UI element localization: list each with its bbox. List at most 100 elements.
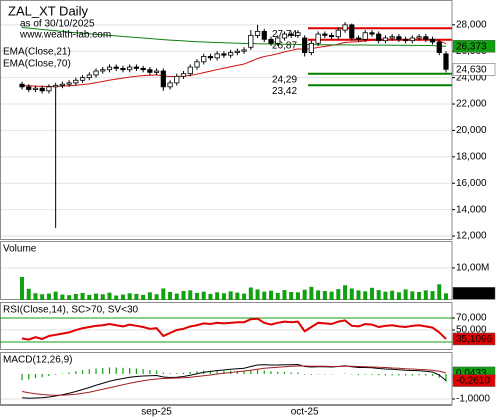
candle-body bbox=[369, 32, 375, 35]
volume-bar bbox=[248, 287, 253, 300]
volume-bar bbox=[228, 291, 233, 300]
level-label: 24,29 bbox=[272, 74, 297, 85]
candle-body bbox=[207, 56, 214, 59]
volume-bar bbox=[356, 290, 361, 300]
volume-bar bbox=[60, 294, 65, 300]
volume-bar bbox=[221, 293, 226, 300]
candle-body bbox=[221, 53, 227, 56]
candle-body bbox=[443, 53, 449, 70]
level-label: 26,87 bbox=[272, 40, 297, 51]
candle-body bbox=[268, 38, 274, 44]
panel-title: MACD(12,26,9) bbox=[3, 355, 72, 366]
candle-body bbox=[167, 82, 173, 88]
y-tick-label: 70,000 bbox=[456, 313, 487, 324]
volume-bar bbox=[80, 292, 85, 300]
candle-body bbox=[140, 67, 146, 71]
candle-body bbox=[328, 34, 335, 38]
candle-body bbox=[86, 74, 92, 79]
volume-bar bbox=[154, 294, 159, 300]
candle-body bbox=[362, 32, 368, 40]
x-tick-label: sep-25 bbox=[141, 407, 172, 418]
candle-body bbox=[174, 75, 180, 84]
volume-bar bbox=[114, 295, 119, 300]
volume-bar bbox=[322, 291, 327, 300]
volume-bar bbox=[215, 292, 220, 300]
candle-body bbox=[355, 37, 362, 40]
candle-body bbox=[100, 69, 106, 72]
candle-body bbox=[46, 86, 52, 92]
volume-bar bbox=[262, 291, 267, 300]
candle-body bbox=[106, 66, 113, 71]
candle-body bbox=[288, 33, 294, 36]
candle-body bbox=[26, 86, 32, 90]
candle-body bbox=[214, 53, 220, 59]
candle-body bbox=[416, 36, 422, 39]
candle-body bbox=[187, 66, 193, 75]
volume-bar bbox=[26, 288, 31, 300]
panel-title: RSI(Close,14), SC>70, SV<30 bbox=[3, 305, 139, 316]
candle-body bbox=[180, 73, 187, 77]
candle-body bbox=[120, 67, 126, 71]
legend-entry: EMA(Close,70) bbox=[3, 59, 71, 70]
panel-title: Volume bbox=[3, 244, 37, 255]
volume-bar bbox=[194, 292, 199, 300]
candle-body bbox=[113, 66, 119, 69]
volume-bar bbox=[336, 289, 341, 300]
subtitle: as of 30/10/2025 bbox=[20, 19, 95, 30]
candle-body bbox=[201, 56, 207, 63]
volume-bar bbox=[201, 291, 206, 300]
legend-entry: EMA(Close,21) bbox=[3, 47, 71, 58]
candle-body bbox=[93, 70, 99, 76]
chart-title: ZAL_XT Daily bbox=[8, 3, 88, 18]
volume-bar bbox=[40, 294, 45, 300]
volume-bar bbox=[430, 291, 435, 300]
x-tick-label: oct-25 bbox=[291, 407, 319, 418]
candle-body bbox=[79, 77, 86, 81]
y-tick-label: 14,000 bbox=[456, 204, 487, 215]
volume-bar bbox=[302, 289, 307, 300]
candle-body bbox=[73, 79, 79, 84]
y-tick-label: 50,000 bbox=[456, 325, 487, 336]
candle-body bbox=[241, 49, 247, 52]
line bbox=[21, 317, 447, 341]
value-marker-label: 0,0433 bbox=[456, 368, 487, 379]
volume-bar bbox=[208, 293, 213, 300]
candle-body bbox=[396, 36, 402, 40]
line bbox=[21, 38, 447, 87]
candle-body bbox=[315, 33, 321, 44]
candle-body bbox=[423, 36, 429, 40]
volume-bar bbox=[67, 295, 72, 300]
candle-body bbox=[53, 85, 59, 88]
candle-body bbox=[59, 83, 65, 86]
volume-bar bbox=[275, 292, 280, 300]
candle-body bbox=[335, 29, 341, 38]
volume-bar bbox=[289, 291, 294, 300]
y-tick-label: 24,000 bbox=[456, 72, 487, 83]
value-marker-label: 2,07M bbox=[456, 289, 484, 300]
y-tick-label: 12,000 bbox=[456, 231, 487, 242]
value-marker-label: 24,630 bbox=[456, 64, 487, 75]
value-marker bbox=[452, 40, 496, 53]
candle-body bbox=[228, 52, 234, 56]
line bbox=[21, 26, 447, 47]
candle-body bbox=[295, 32, 301, 36]
value-marker-label: -0,2610 bbox=[456, 376, 490, 387]
y-tick-label: 22,000 bbox=[456, 99, 487, 110]
value-marker bbox=[452, 332, 496, 346]
panel-frame bbox=[0, 241, 453, 300]
candle-body bbox=[19, 83, 25, 88]
volume-bar bbox=[147, 292, 152, 300]
candle-body bbox=[32, 87, 39, 90]
value-marker-label: 35,1096 bbox=[456, 334, 493, 345]
volume-bar bbox=[269, 290, 274, 300]
volume-bar bbox=[53, 291, 58, 300]
candle-body bbox=[403, 38, 409, 42]
candle-body bbox=[127, 66, 133, 71]
candle-body bbox=[389, 36, 395, 39]
value-marker bbox=[452, 63, 496, 76]
candle-body bbox=[254, 31, 261, 36]
volume-bar bbox=[363, 291, 368, 300]
volume-bar bbox=[94, 293, 99, 300]
volume-bar bbox=[174, 293, 179, 300]
volume-bar bbox=[423, 290, 428, 300]
